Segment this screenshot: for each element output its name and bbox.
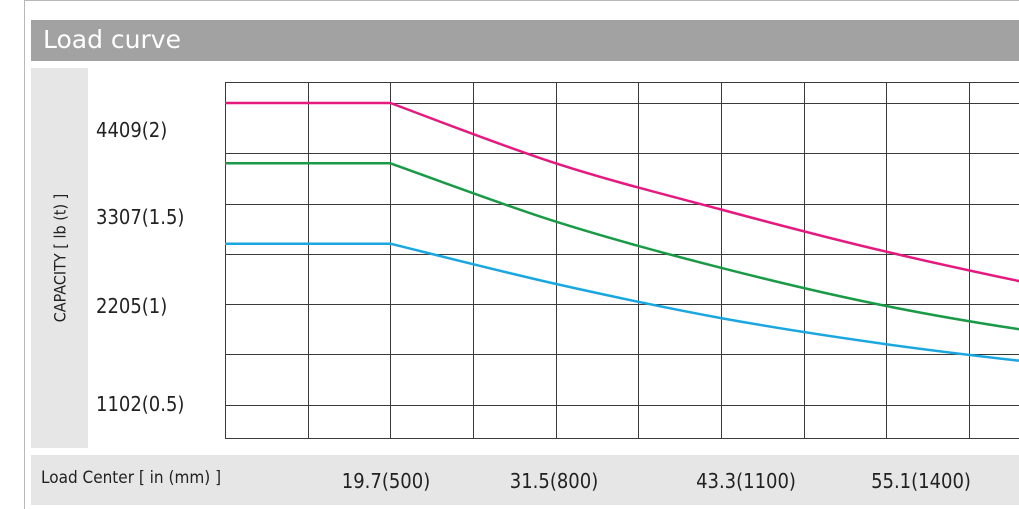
y-axis-label-panel [31, 68, 88, 448]
y-tick-label-1-5t: 3307(1.5) [96, 205, 185, 229]
chart-frame [24, 0, 1019, 509]
y-tick-label-1t: 2205(1) [96, 294, 168, 318]
x-tick-label-500: 19.7(500) [341, 469, 431, 493]
y-tick-label-0-5t: 1102(0.5) [96, 392, 185, 416]
chart-title: Load curve [43, 25, 181, 54]
series-line-2 [225, 162, 1019, 331]
x-tick-label-1100: 43.3(1100) [696, 469, 796, 493]
chart-header: Load curve [31, 20, 1019, 61]
y-tick-label-2t: 4409(2) [96, 118, 168, 142]
x-tick-label-1400: 55.1(1400) [871, 469, 971, 493]
series-line-1 [225, 101, 1019, 283]
x-axis-label-bar [31, 455, 1019, 505]
x-tick-label-800: 31.5(800) [509, 469, 599, 493]
x-axis-label: Load Center [ in (mm) ] [41, 468, 222, 488]
series-line-3 [225, 242, 1019, 362]
